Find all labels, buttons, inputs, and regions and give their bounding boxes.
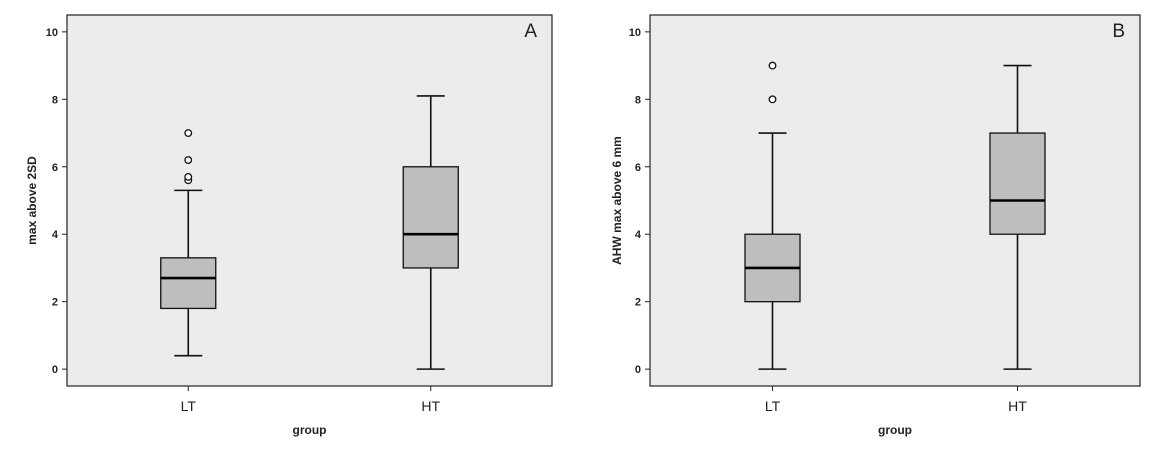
y-tick-label: 8 [635, 94, 641, 106]
box-ht [989, 64, 1046, 370]
box-lt [160, 129, 217, 357]
plot-area [66, 14, 553, 387]
x-category-label: LT [181, 398, 197, 414]
outlier-point [184, 172, 193, 181]
box-lt [744, 61, 801, 370]
y-tick-label: 10 [629, 27, 641, 39]
y-tick-label: 2 [635, 297, 641, 309]
panel-label: B [1112, 21, 1125, 42]
y-tick-label: 2 [52, 297, 58, 309]
y-tick-label: 6 [635, 162, 641, 174]
y-tick-label: 10 [46, 27, 58, 39]
plot-area [649, 14, 1141, 387]
iqr-box [402, 166, 459, 269]
x-axis-title: group [293, 423, 327, 437]
iqr-box [160, 257, 217, 310]
outlier-point [184, 129, 193, 137]
y-tick-label: 8 [52, 94, 58, 106]
y-tick-label: 4 [52, 229, 59, 241]
x-axis-title: group [878, 423, 912, 437]
box-ht [402, 95, 459, 370]
x-category-label: HT [1008, 398, 1027, 414]
y-tick-label: 4 [635, 229, 642, 241]
iqr-box [989, 132, 1046, 235]
y-tick-label: 6 [52, 162, 58, 174]
outlier-point [768, 61, 777, 70]
outlier-point [768, 95, 777, 104]
x-category-label: HT [421, 398, 440, 414]
x-category-label: LT [765, 398, 781, 414]
outlier-point [184, 156, 193, 164]
panel-label: A [524, 21, 537, 42]
y-tick-label: 0 [635, 364, 641, 376]
y-axis-title: AHW max above 6 mm [610, 136, 624, 265]
y-tick-label: 0 [52, 364, 58, 376]
y-axis-title: max above 2SD [25, 156, 39, 245]
